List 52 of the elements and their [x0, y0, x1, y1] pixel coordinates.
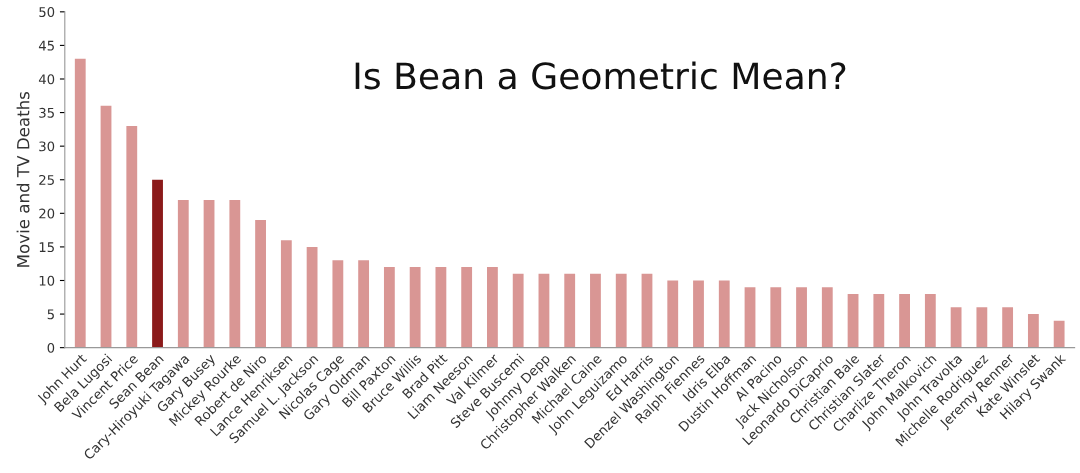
- bar: [873, 293, 885, 348]
- bar: [383, 267, 395, 348]
- bar: [641, 273, 653, 348]
- bar: [255, 220, 266, 348]
- bar: [950, 307, 962, 348]
- y-tick-label: 40: [38, 74, 55, 85]
- bar: [821, 287, 833, 348]
- y-tick-label: 25: [39, 174, 54, 185]
- bar: [177, 199, 189, 348]
- bar: [461, 267, 473, 348]
- bar: [332, 260, 344, 348]
- y-tick-label: 0: [47, 342, 55, 353]
- text: Is Bean a Geometric Mean?: [355, 61, 846, 90]
- y-tick-label: 10: [39, 275, 55, 286]
- bar: [564, 273, 576, 348]
- y-tick-label: 35: [39, 107, 54, 118]
- y-tick-label: 5: [47, 309, 54, 320]
- bar: [435, 267, 447, 348]
- bar: [538, 273, 550, 348]
- bar: [126, 126, 138, 348]
- bar: [693, 280, 704, 348]
- bar: [229, 199, 241, 348]
- bar: [512, 273, 524, 348]
- bar: [976, 307, 988, 348]
- bar: [847, 293, 859, 348]
- y-tick-label: 30: [39, 141, 55, 152]
- bar: [74, 58, 86, 348]
- bar: [409, 267, 421, 348]
- y-tick-label: 20: [39, 208, 55, 219]
- bar: [1002, 307, 1014, 348]
- y-tick-label: 45: [38, 40, 54, 51]
- bar: [590, 273, 601, 348]
- bar: [796, 287, 807, 348]
- bar: [899, 293, 910, 348]
- y-axis-title: Movie and TV Deaths: [16, 91, 30, 267]
- bar: [667, 280, 679, 348]
- bar: [744, 287, 756, 348]
- y-tick-label: 50: [39, 7, 55, 18]
- bar: [487, 267, 498, 348]
- bar: [203, 199, 215, 348]
- bar: [152, 179, 163, 348]
- bar: [718, 280, 730, 348]
- bar: [1053, 320, 1065, 348]
- bar: [924, 293, 936, 348]
- bar: [615, 273, 627, 348]
- bar: [306, 246, 318, 348]
- bar: [358, 260, 370, 348]
- bar: [1027, 314, 1039, 348]
- y-tick-label: 15: [39, 242, 54, 253]
- bar: [280, 240, 292, 348]
- bar: [770, 287, 782, 348]
- bar: [100, 105, 112, 348]
